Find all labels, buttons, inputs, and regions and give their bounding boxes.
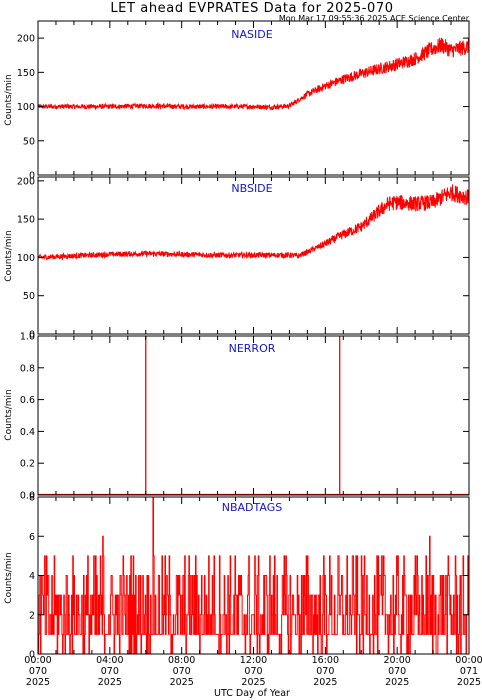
nbadtags-y-tick-label: 8 — [29, 493, 35, 504]
nbadtags-y-axis-label: Counts/min — [4, 552, 14, 603]
x-tick-label-doy: 070 — [101, 666, 119, 677]
nerror-y-tick-label: 0.8 — [20, 363, 35, 374]
x-tick-label-year: 2025 — [241, 677, 265, 688]
nbadtags-series-line — [38, 496, 470, 655]
nbside-y-axis-label: Counts/min — [4, 230, 14, 281]
x-tick-label-time: 04:00 — [96, 655, 123, 666]
nerror-y-axis-label: Counts/min — [4, 389, 14, 440]
x-tick-label-time: 00:00 — [24, 655, 51, 666]
naside-y-axis-label: Counts/min — [4, 74, 14, 125]
nbadtags-panel-label: NBADTAGS — [222, 501, 282, 514]
x-tick-label-time: 12:00 — [240, 655, 267, 666]
timestamp-label: Mon Mar 17 09:55:36 2025 ACE Science Cen… — [279, 14, 470, 23]
x-tick-label-doy: 070 — [316, 666, 334, 677]
nbside-y-tick-label: 100 — [17, 253, 35, 264]
nbside-y-tick-label: 150 — [17, 215, 35, 226]
x-tick-label-year: 2025 — [457, 677, 481, 688]
nerror-y-tick-label: 0.0 — [20, 491, 35, 502]
nerror-y-tick-label: 1.0 — [20, 332, 35, 343]
naside-series-line — [37, 37, 470, 111]
naside-y-tick-label: 50 — [23, 136, 35, 147]
x-tick-label-doy: 070 — [29, 666, 47, 677]
nbside-y-tick-label: 200 — [17, 176, 35, 187]
nbadtags-panel: NBADTAGS Counts/min 0 2 4 6 8 — [4, 493, 470, 661]
naside-y-tick-label: 200 — [17, 34, 35, 45]
x-tick-label-time: 16:00 — [312, 655, 339, 666]
x-tick-label-doy: 070 — [244, 666, 262, 677]
nerror-series-line — [38, 336, 469, 496]
nbadtags-y-tick-label: 6 — [29, 532, 35, 543]
x-tick-label-time: 08:00 — [168, 655, 195, 666]
nbadtags-y-tick-label: 2 — [29, 610, 35, 621]
x-tick-label-time: 20:00 — [383, 655, 410, 666]
x-tick-label-doy: 071 — [460, 666, 478, 677]
nbside-y-tick-label: 0 — [29, 330, 35, 341]
nbadtags-y-tick-label: 0 — [29, 650, 35, 661]
naside-y-tick-label: 150 — [17, 68, 35, 79]
nbside-series-line — [37, 184, 470, 261]
x-tick-label-year: 2025 — [385, 677, 409, 688]
naside-y-tick-label: 0 — [29, 171, 35, 182]
naside-plot-frame — [37, 20, 470, 176]
x-tick-label-year: 2025 — [170, 677, 194, 688]
x-tick-label-doy: 070 — [173, 666, 191, 677]
nbadtags-y-tick-label: 4 — [29, 571, 35, 582]
nerror-plot-frame — [37, 335, 470, 496]
x-tick-label-year: 2025 — [313, 677, 337, 688]
nerror-y-tick-label: 0.6 — [20, 395, 35, 406]
x-tick-label-time: 00:00 — [455, 655, 482, 666]
nerror-y-tick-label: 0.4 — [20, 427, 35, 438]
x-tick-label-doy: 070 — [388, 666, 406, 677]
x-tick-label-year: 2025 — [98, 677, 122, 688]
nbside-y-tick-label: 50 — [23, 291, 35, 302]
naside-panel-label: NASIDE — [231, 28, 272, 41]
nerror-panel: NERROR Counts/min 0.0 0.2 0.4 0.6 0.8 1.0 — [4, 332, 470, 502]
x-axis-label: UTC Day of Year — [214, 688, 290, 699]
nerror-panel-label: NERROR — [229, 342, 276, 355]
naside-y-tick-label: 100 — [17, 102, 35, 113]
nbside-panel: NBSIDE Counts/min 0 50 100 150 200 — [4, 176, 470, 341]
x-tick-label-year: 2025 — [26, 677, 50, 688]
figure-title: LET ahead EVPRATES Data for 2025-070 — [110, 1, 393, 16]
nbside-panel-label: NBSIDE — [231, 182, 272, 195]
x-axis-tick-labels: 00:00070202504:00070202508:00070202512:0… — [24, 655, 482, 688]
nerror-y-tick-label: 0.2 — [20, 459, 35, 470]
naside-panel: NASIDE Counts/min 0 50 100 150 200 — [4, 20, 470, 182]
